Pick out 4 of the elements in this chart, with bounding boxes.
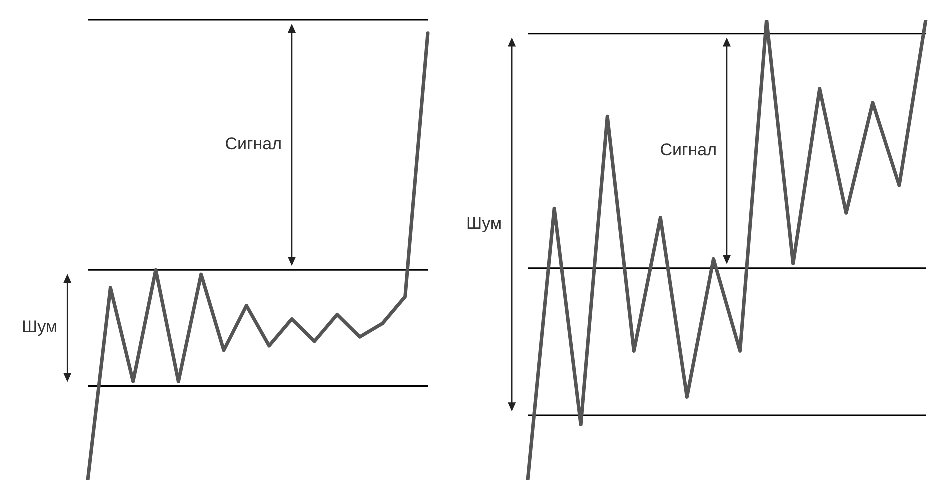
- text: Шум: [466, 214, 502, 234]
- annotation: Сигнал: [225, 134, 282, 154]
- annotation: Сигнал: [660, 140, 717, 160]
- text: Шум: [22, 318, 58, 337]
